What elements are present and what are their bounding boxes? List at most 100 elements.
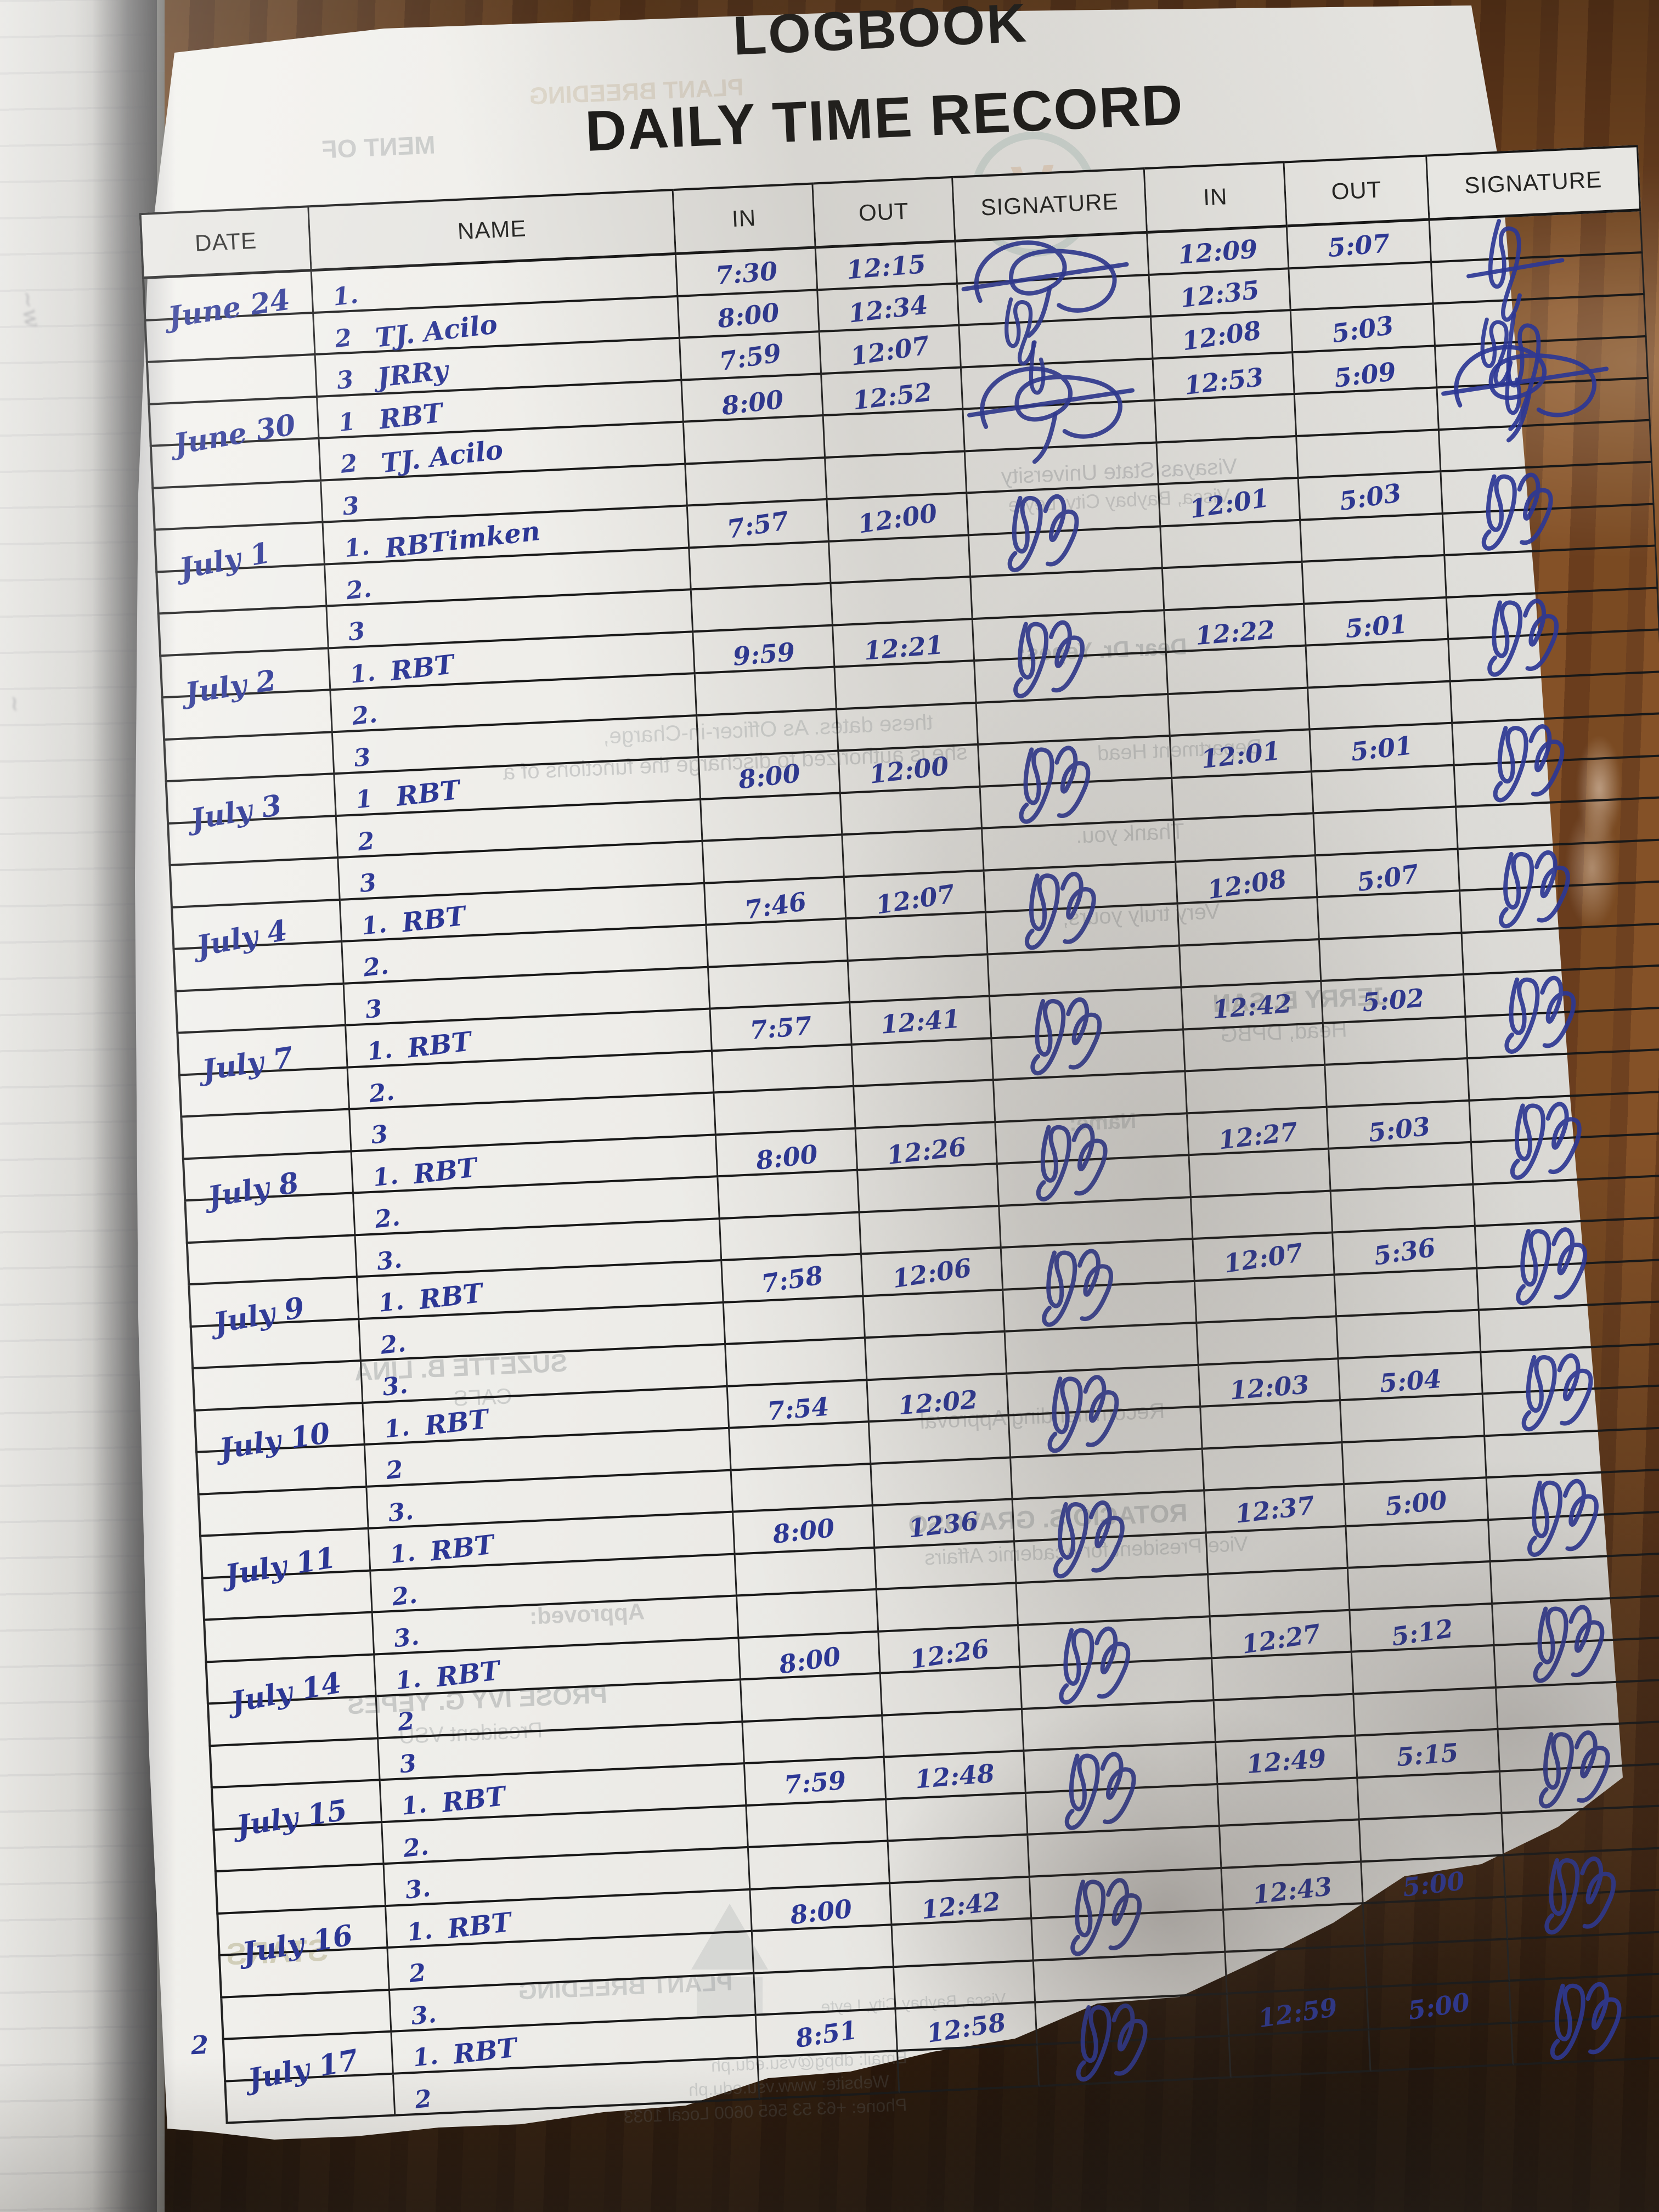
out-am-cell <box>830 535 972 584</box>
handwritten-signature <box>1516 1708 1655 1819</box>
handwritten-time-out2: 5:00 <box>1383 1485 1449 1522</box>
handwritten-time-in2: 12:03 <box>1228 1369 1311 1406</box>
out-pm-cell: 5:12 <box>1350 1604 1495 1653</box>
date-cell <box>157 607 329 657</box>
date-cell <box>220 1990 392 2040</box>
out-pm-cell <box>1319 933 1465 982</box>
out-pm-cell <box>1301 514 1446 563</box>
column-header-out: OUT <box>813 176 956 249</box>
handwritten-row-number: 1. <box>411 2041 440 2073</box>
out-pm-cell: 5:09 <box>1293 346 1438 396</box>
handwritten-signature <box>955 341 1147 473</box>
date-cell <box>174 984 347 1034</box>
handwritten-row-number: 1. <box>382 1413 411 1444</box>
handwritten-name: RBT <box>394 774 462 812</box>
handwritten-row-number: 3 <box>358 868 378 899</box>
handwritten-time-out1: 12:58 <box>924 2007 1008 2049</box>
out-pm-cell <box>1346 1520 1491 1569</box>
in-pm-cell <box>1203 1443 1345 1492</box>
in-am-cell <box>695 668 837 716</box>
date-cell: July 14 <box>205 1655 377 1719</box>
handwritten-time-in2: 12:22 <box>1194 614 1276 651</box>
out-am-cell: 12:06 <box>862 1248 1004 1297</box>
in-am-cell: 8:00 <box>716 1129 859 1178</box>
handwritten-time-in1: 7:57 <box>748 1011 813 1046</box>
out-pm-cell: 5:03 <box>1291 304 1436 353</box>
in-am-cell <box>758 2051 900 2100</box>
out-am-cell <box>898 2045 1040 2094</box>
handwritten-row-number: 2 <box>396 1707 416 1737</box>
handwritten-row-number: 1. <box>360 910 388 941</box>
handwritten-row-number: 2. <box>367 1077 396 1108</box>
handwritten-time-in1: 7:30 <box>714 256 779 291</box>
out-am-cell <box>887 1793 1029 1842</box>
in-am-cell <box>743 1716 885 1765</box>
handwritten-signature <box>1493 1205 1632 1316</box>
out-pm-cell <box>1297 430 1442 479</box>
handwritten-time-in1: 8:51 <box>793 2015 860 2053</box>
handwritten-signature <box>1053 1982 1192 2092</box>
handwritten-row-number: 3 <box>398 1748 418 1779</box>
in-am-cell: 9:59 <box>693 626 836 675</box>
handwritten-time-out2: 5:02 <box>1361 983 1425 1018</box>
handwritten-signature <box>1470 702 1609 813</box>
out-pm-cell: 5:07 <box>1287 221 1432 269</box>
in-pm-cell: 12:59 <box>1227 1988 1370 2037</box>
out-am-cell <box>823 410 966 459</box>
out-pm-cell <box>1342 1436 1487 1485</box>
handwritten-signature <box>985 472 1124 583</box>
handwritten-name: TJ. Acilo <box>374 308 499 354</box>
in-am-cell: 7:59 <box>744 1758 887 1807</box>
date-cell: June 30 <box>148 397 320 461</box>
out-am-cell <box>826 452 968 500</box>
out-am-cell: 1236 <box>873 1500 1015 1549</box>
in-am-cell <box>726 1339 868 1387</box>
in-pm-cell <box>1174 814 1316 863</box>
handwritten-row-number: 2 <box>385 1455 405 1486</box>
out-pm-cell: 5:15 <box>1356 1730 1501 1779</box>
out-pm-cell: 5:02 <box>1322 975 1466 1024</box>
out-pm-cell <box>1329 1143 1474 1192</box>
in-pm-cell: 12:42 <box>1182 981 1324 1030</box>
out-pm-cell: 5:01 <box>1310 724 1455 772</box>
in-am-cell <box>747 1799 889 1848</box>
in-am-cell: 8:51 <box>756 2010 898 2058</box>
date-cell <box>151 481 324 531</box>
in-am-cell <box>703 836 845 884</box>
date-cell: June 24 <box>142 272 314 334</box>
handwritten-signature <box>1476 828 1615 939</box>
out-am-cell: 12:15 <box>816 242 958 291</box>
handwritten-signature <box>1482 954 1621 1065</box>
handwritten-time-in1: 7:59 <box>783 1765 848 1800</box>
out-pm-cell <box>1365 1939 1510 1989</box>
in-am-cell <box>697 709 839 758</box>
handwritten-time-out2: 5:03 <box>1337 477 1403 517</box>
column-header-in: IN <box>673 182 816 255</box>
handwritten-signature <box>1429 320 1621 452</box>
in-pm-cell: 12:27 <box>1210 1611 1352 1660</box>
handwritten-time-in2: 12:01 <box>1187 483 1271 524</box>
handwritten-row-number: 1. <box>394 1664 423 1695</box>
out-am-cell: 12:52 <box>822 368 964 417</box>
handwritten-name: RBT <box>406 1026 473 1064</box>
handwritten-signature <box>1487 1080 1626 1190</box>
handwritten-row-number: 1. <box>399 1790 428 1821</box>
in-pm-cell <box>1206 1527 1348 1576</box>
handwritten-name: TJ. Acilo <box>379 435 505 479</box>
handwritten-time-out1: 12:34 <box>847 289 930 329</box>
handwritten-row-number: 3. <box>375 1245 404 1276</box>
out-am-cell <box>835 661 977 710</box>
out-pm-cell <box>1302 556 1447 605</box>
in-am-cell: 8:00 <box>733 1506 876 1555</box>
handwritten-signature <box>1019 1227 1158 1338</box>
handwritten-row-number: 2. <box>379 1329 408 1360</box>
handwritten-name: RBT <box>377 397 444 436</box>
handwritten-row-number: 3 <box>341 491 361 521</box>
handwritten-row-number: 3. <box>409 2000 438 2031</box>
out-am-cell: 12:34 <box>818 284 960 333</box>
out-am-cell: 12:41 <box>850 997 992 1046</box>
in-pm-cell <box>1189 1149 1331 1198</box>
handwritten-time-in1: 8:00 <box>737 758 802 795</box>
date-cell <box>214 1865 387 1915</box>
